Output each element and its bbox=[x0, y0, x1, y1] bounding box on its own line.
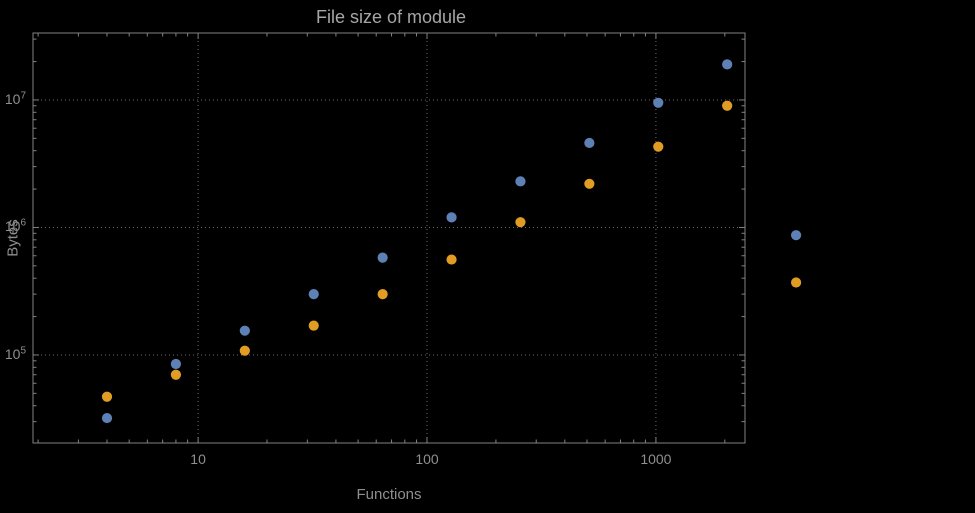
data-points bbox=[101, 59, 802, 424]
data-point-blue bbox=[515, 176, 526, 187]
blue-series bbox=[101, 59, 802, 424]
data-point-blue bbox=[446, 212, 457, 223]
data-point-blue bbox=[584, 137, 595, 149]
data-point-blue bbox=[239, 325, 250, 336]
x-axis-label: Functions bbox=[356, 486, 422, 503]
data-point-orange bbox=[584, 178, 595, 189]
data-point-blue bbox=[653, 97, 664, 108]
data-point-orange bbox=[515, 217, 526, 228]
data-point-blue bbox=[170, 358, 182, 370]
data-point-orange bbox=[101, 391, 113, 402]
data-point-orange bbox=[653, 141, 664, 152]
y-tick-label: 107 bbox=[4, 90, 26, 108]
y-tick-label: 106 bbox=[4, 217, 26, 235]
x-tick-label: 10 bbox=[190, 451, 206, 467]
data-point-orange bbox=[790, 277, 802, 288]
data-point-orange bbox=[170, 369, 182, 380]
data-point-orange bbox=[239, 345, 250, 356]
data-point-blue bbox=[101, 412, 113, 424]
x-tick-label: 1000 bbox=[640, 451, 672, 467]
plot-frame bbox=[32, 32, 746, 444]
tick-marks bbox=[33, 33, 745, 443]
x-tick-label: 100 bbox=[415, 451, 439, 467]
data-point-blue bbox=[790, 230, 802, 241]
data-point-blue bbox=[722, 59, 733, 70]
data-point-orange bbox=[377, 289, 388, 300]
data-point-blue bbox=[377, 252, 388, 263]
chart-title: File size of module bbox=[315, 7, 467, 27]
data-point-orange bbox=[308, 320, 319, 331]
data-point-orange bbox=[446, 254, 457, 265]
orange-series bbox=[101, 100, 802, 402]
y-tick-label: 105 bbox=[4, 345, 26, 363]
data-point-orange bbox=[722, 100, 733, 111]
frame-border bbox=[32, 32, 746, 444]
gridlines bbox=[33, 33, 745, 443]
data-point-blue bbox=[308, 289, 319, 300]
